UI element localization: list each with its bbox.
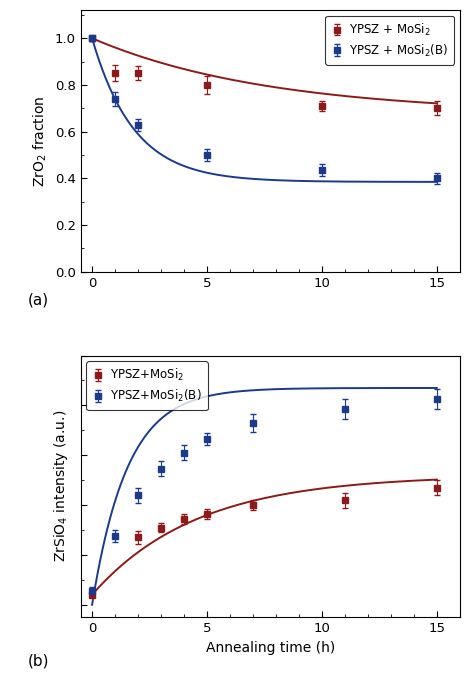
Legend: YPSZ + MoSi$_2$, YPSZ + MoSi$_2$(B): YPSZ + MoSi$_2$, YPSZ + MoSi$_2$(B) [325, 16, 454, 65]
Text: (b): (b) [27, 654, 49, 669]
Legend: YPSZ+MoSi$_2$, YPSZ+MoSi$_2$(B): YPSZ+MoSi$_2$, YPSZ+MoSi$_2$(B) [86, 361, 208, 410]
Y-axis label: ZrSiO$_4$ intensity (a.u.): ZrSiO$_4$ intensity (a.u.) [52, 411, 70, 563]
Text: (a): (a) [27, 293, 49, 308]
X-axis label: Annealing time (h): Annealing time (h) [206, 640, 335, 655]
Y-axis label: ZrO$_2$ fraction: ZrO$_2$ fraction [32, 95, 49, 187]
